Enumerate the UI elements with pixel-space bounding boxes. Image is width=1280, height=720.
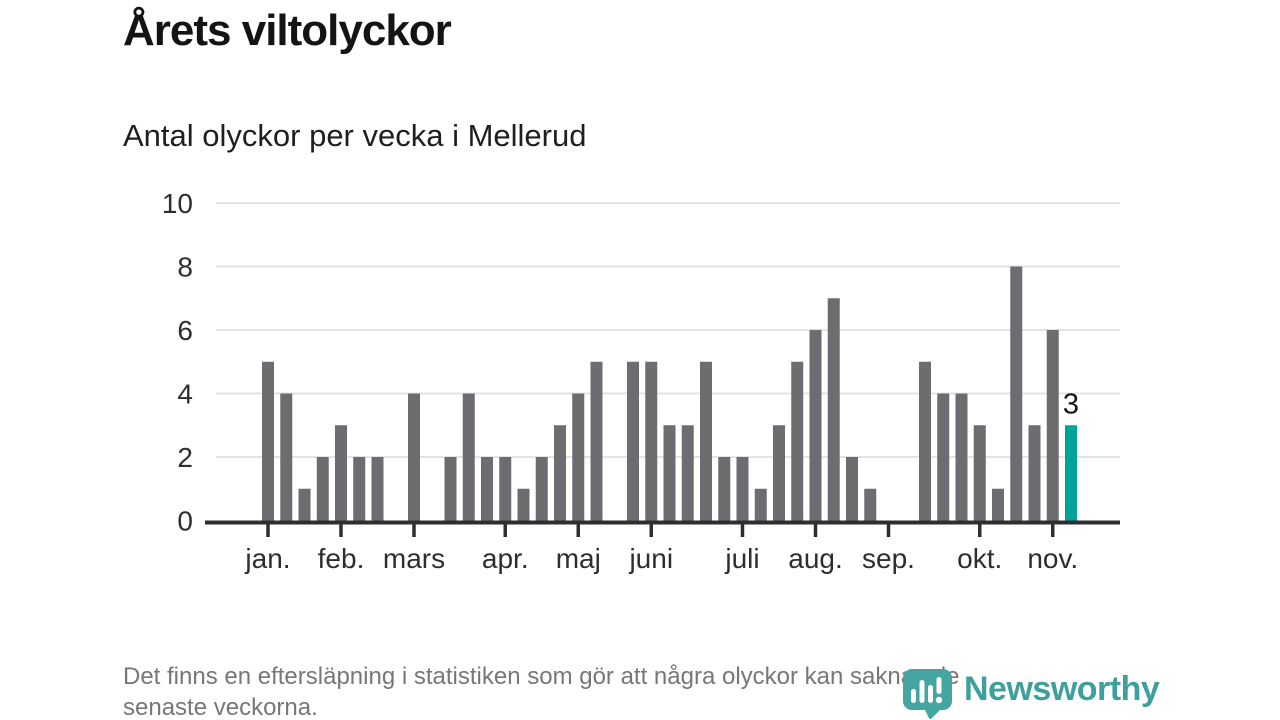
newsworthy-logo: Newsworthy [902, 667, 1160, 719]
bar [280, 393, 293, 521]
newsworthy-logo-icon [903, 669, 952, 719]
bar [773, 425, 785, 521]
bar [663, 425, 676, 521]
y-axis-label: 4 [177, 379, 193, 410]
footer-note-line1: Det finns en eftersläpning i statistiken… [123, 663, 960, 690]
bar [1028, 425, 1041, 521]
bar [809, 330, 822, 521]
x-axis-label: jan. [244, 543, 290, 574]
bar-chart: 0 2 4 6 8 10 jan. feb. mars apr. maj juni juli aug. se… [150, 185, 1150, 585]
bar [408, 393, 420, 521]
bar [590, 361, 603, 521]
bar [754, 488, 767, 521]
bar [572, 393, 585, 521]
bar [627, 361, 639, 521]
bar [262, 361, 274, 521]
bar [371, 457, 384, 521]
y-axis-label: 8 [177, 252, 193, 283]
bar [353, 457, 366, 521]
chart-subtitle: Antal olyckor per vecka i Mellerud [123, 118, 587, 153]
bar [1046, 330, 1059, 521]
bar [736, 457, 749, 521]
bar-chart-svg: 0 2 4 6 8 10 jan. feb. mars apr. maj juni juli aug. se… [162, 188, 1120, 574]
bar [718, 457, 731, 521]
bar [992, 488, 1004, 521]
bar [681, 425, 694, 521]
bar [517, 488, 530, 521]
footer-note-line2: senaste veckorna. [123, 694, 318, 720]
page-title: Årets viltolyckor [123, 6, 452, 55]
bar [827, 298, 840, 521]
x-axis-label: mars [383, 543, 445, 574]
bar [1010, 266, 1023, 521]
bar [499, 457, 512, 521]
bar [645, 361, 658, 521]
bar [462, 393, 475, 521]
x-axis-label: okt. [957, 543, 1002, 574]
x-axis-label: sep. [862, 543, 915, 574]
bar [937, 393, 950, 521]
bar [973, 425, 986, 521]
footer-note: Det finns en eftersläpning i statistiken… [123, 661, 1183, 720]
x-axis-label: aug. [788, 543, 843, 574]
bar [919, 361, 931, 521]
bar [335, 425, 347, 521]
x-axis-label: nov. [1027, 543, 1078, 574]
bar [955, 393, 968, 521]
bar [481, 457, 493, 521]
bar [316, 457, 329, 521]
x-axis-label: maj [556, 543, 601, 574]
bar [444, 457, 457, 521]
bar [554, 425, 566, 521]
x-axis-label: apr. [482, 543, 529, 574]
bar [700, 361, 712, 521]
x-axis-label: juni [628, 543, 673, 574]
x-axis-label: juli [724, 543, 759, 574]
bar [864, 488, 877, 521]
x-axis-label: feb. [318, 543, 365, 574]
bar [298, 488, 311, 521]
y-axis-label: 6 [177, 315, 193, 346]
bar [535, 457, 548, 521]
bar [846, 457, 858, 521]
bar-highlight [1065, 425, 1077, 521]
y-axis-label: 10 [162, 188, 193, 219]
y-axis-label: 2 [177, 442, 193, 473]
y-axis-label: 0 [177, 506, 193, 537]
highlight-value-label: 3 [1063, 388, 1079, 420]
bar [791, 361, 804, 521]
newsworthy-logo-text: Newsworthy [964, 670, 1160, 708]
